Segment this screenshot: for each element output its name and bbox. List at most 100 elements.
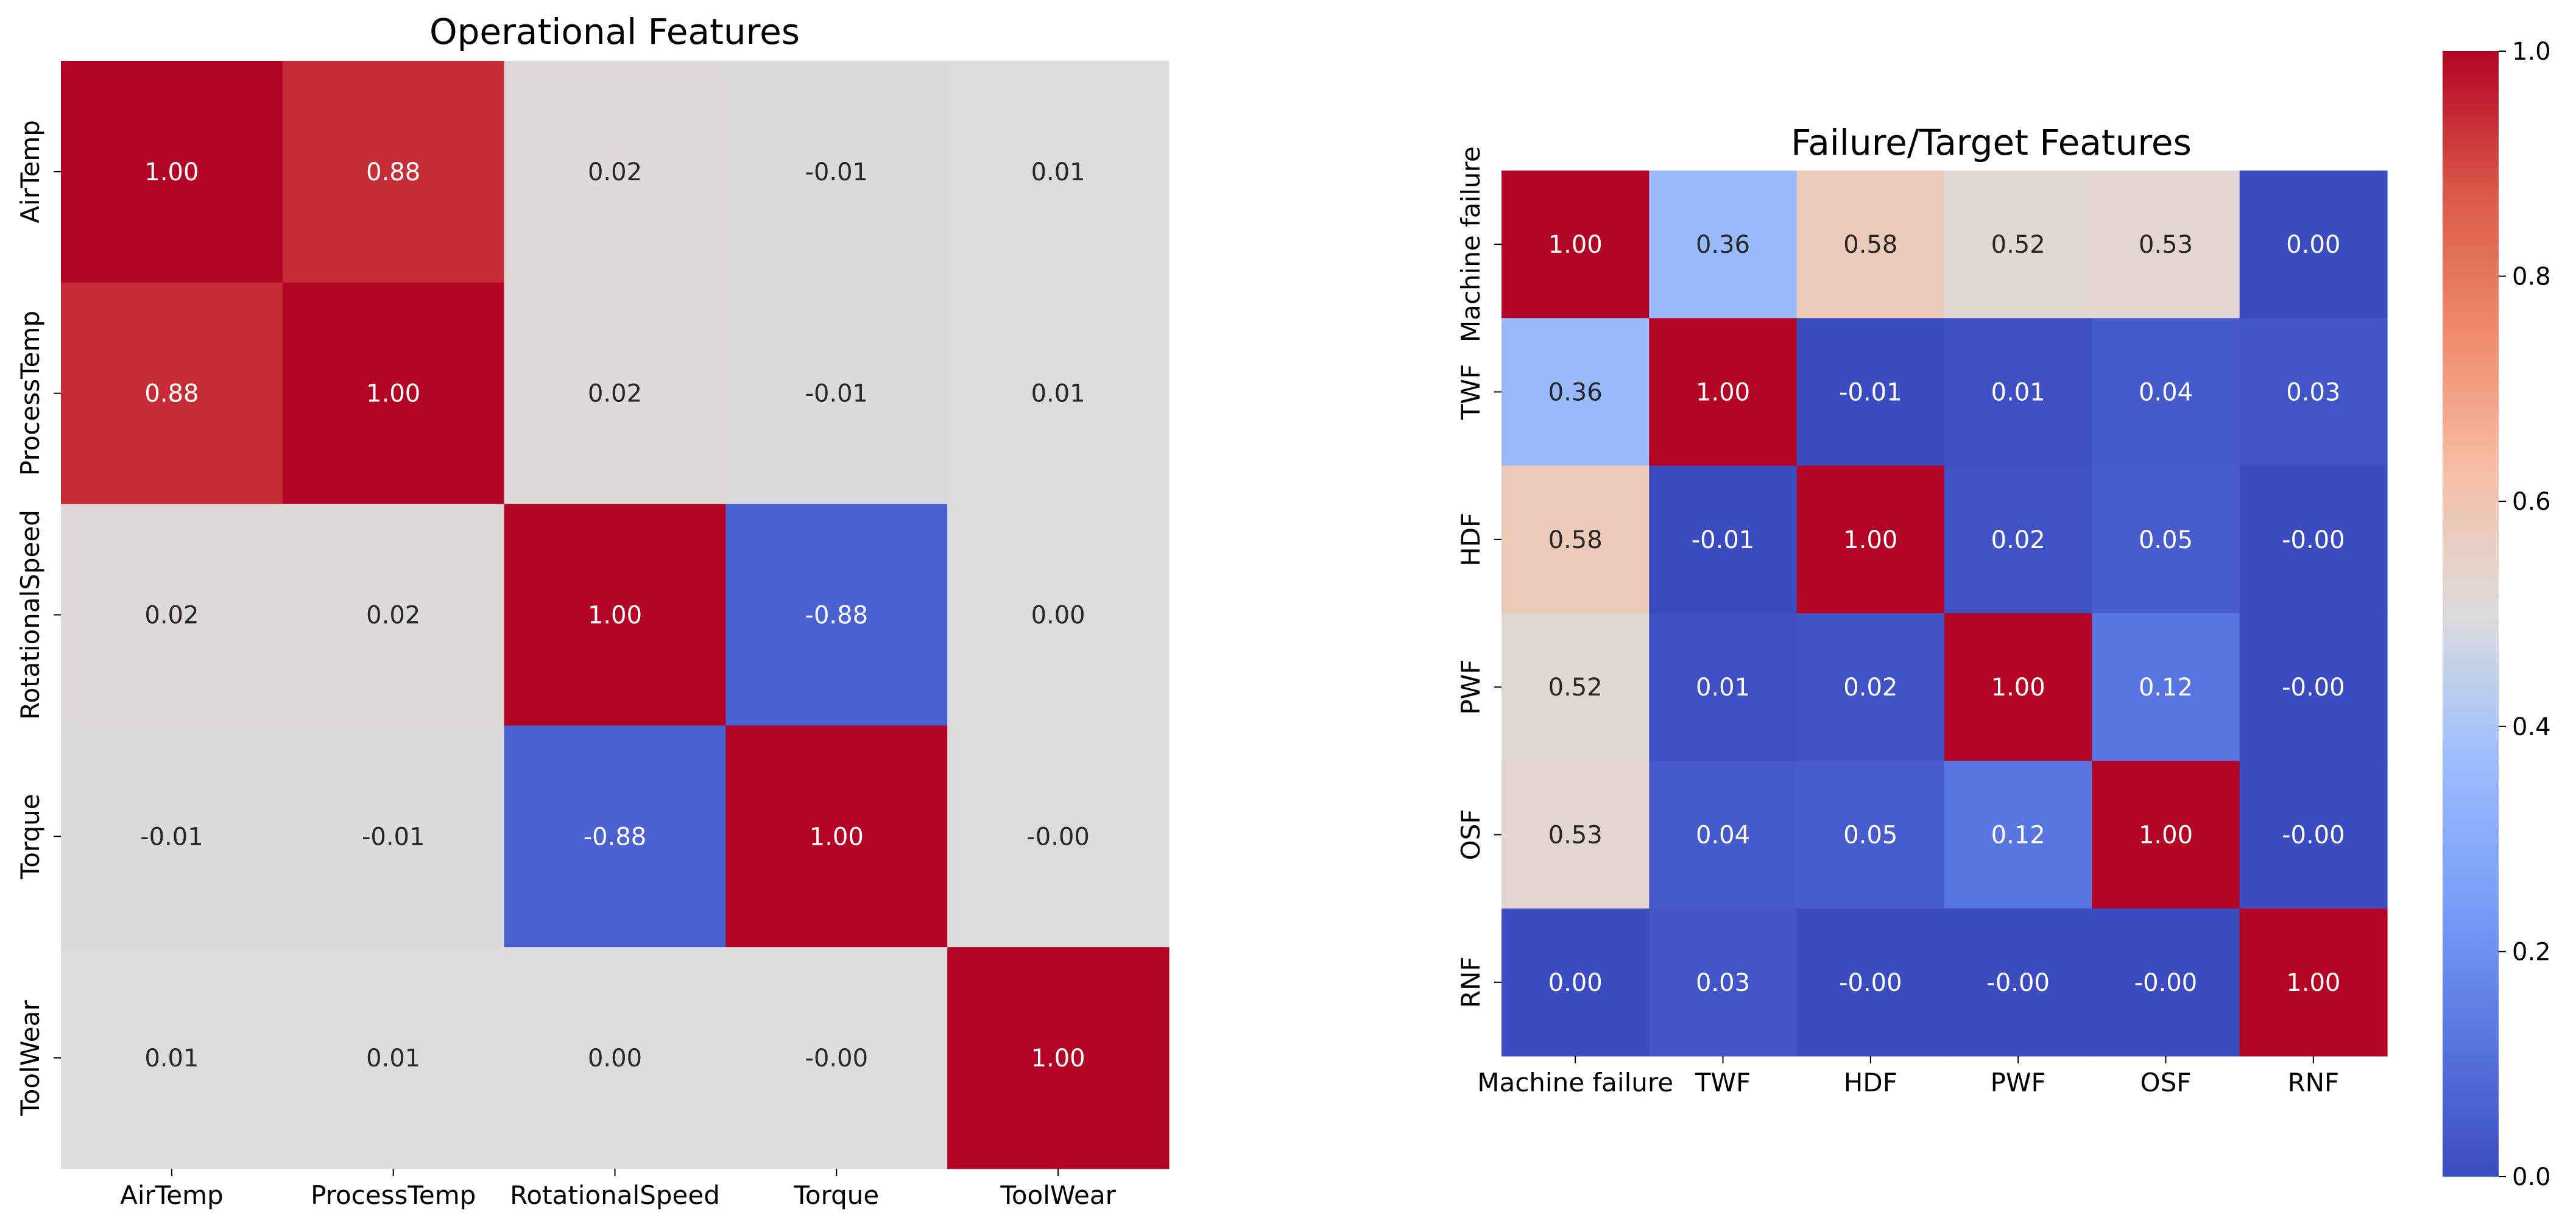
cell-value-label: 0.02 [1991, 526, 2045, 554]
cell-value-label: -0.01 [1839, 379, 1902, 407]
colorbar-tick-label: 0.8 [2512, 263, 2551, 291]
y-tick-label: Machine failure [1456, 146, 1486, 342]
cell-value-label: -0.00 [1026, 823, 1090, 851]
heatmap-cell [282, 725, 505, 948]
cell-value-label: 1.00 [1843, 526, 1897, 554]
cell-value-label: 0.02 [144, 602, 199, 630]
cell-value-label: -0.00 [805, 1044, 869, 1072]
heatmap-cell [1501, 171, 1650, 319]
heatmap-cell [282, 947, 505, 1169]
heatmap-cell [725, 725, 948, 948]
cell-value-label: -0.00 [2282, 822, 2345, 850]
y-axis-ticks: AirTemp ProcessTemp RotationalSpeed Torque T… [15, 120, 61, 1116]
heatmap-cell [1796, 318, 1945, 467]
cell-value-label: 0.01 [1696, 674, 1750, 702]
heatmap-cell [504, 504, 726, 726]
failure-target-features-heatmap: Failure/Target Features 1.00 0.36 0.58 0.52… [1456, 122, 2388, 1097]
x-tick-label: HDF [1844, 1068, 1897, 1097]
heatmap-cell [1944, 613, 2092, 761]
heatmap-cell [1796, 465, 1945, 614]
heatmap-cell [725, 61, 948, 283]
cell-value-label: 1.00 [144, 158, 199, 186]
y-tick-label: PWF [1456, 660, 1486, 715]
x-tick-label: Machine failure [1477, 1068, 1673, 1097]
heatmap-cell [2092, 318, 2240, 467]
cell-value-label: 0.52 [1991, 231, 2045, 259]
heatmap-cell [61, 725, 283, 948]
heatmap-title: Operational Features [429, 11, 800, 52]
cell-value-label: 1.00 [1548, 231, 1603, 259]
heatmap-cell [2239, 171, 2388, 319]
heatmap-cell [61, 282, 283, 505]
cell-value-label: 0.01 [144, 1044, 199, 1072]
heatmap-title: Failure/Target Features [1791, 122, 2192, 163]
colorbar-ticks: 0.0 0.2 0.4 0.6 0.8 1.0 [2499, 38, 2551, 1191]
cell-value-label: 1.00 [810, 823, 864, 851]
cell-value-label: 0.88 [366, 158, 420, 186]
cell-value-label: 0.12 [1991, 822, 2045, 850]
x-axis-ticks: Machine failure TWF HDF PWF OSF RNF [1477, 1056, 2339, 1097]
cell-value-label: -0.00 [2134, 969, 2198, 997]
cell-value-label: 1.00 [1991, 674, 2045, 702]
heatmap-cell [725, 947, 948, 1169]
heatmap-cell [947, 504, 1170, 726]
colorbar-tick-label: 0.0 [2512, 1163, 2551, 1191]
cell-value-label: -0.00 [1839, 969, 1902, 997]
cell-value-label: 0.53 [1548, 822, 1603, 850]
heatmap-cell [1501, 465, 1650, 614]
colorbar-tick-label: 0.2 [2512, 938, 2551, 966]
heatmap-cell [1649, 318, 1798, 467]
heatmap-cell [947, 947, 1170, 1169]
heatmap-cell [2239, 613, 2388, 761]
heatmap-cell [2239, 465, 2388, 614]
y-tick-label: OSF [1456, 809, 1486, 861]
heatmap-cell [282, 61, 505, 283]
x-tick-label: TWF [1695, 1068, 1751, 1097]
cell-value-label: 0.00 [1548, 969, 1603, 997]
cell-value-label: 0.04 [1696, 822, 1750, 850]
cell-value-label: 0.02 [1843, 674, 1897, 702]
y-tick-label: RNF [1456, 956, 1486, 1008]
heatmap-cell [2092, 171, 2240, 319]
cell-value-label: 0.58 [1548, 526, 1603, 554]
x-tick-label: PWF [1991, 1068, 2046, 1097]
cell-value-label: 0.04 [2139, 379, 2193, 407]
cell-value-label: 0.02 [588, 380, 642, 408]
heatmap-cell [504, 947, 726, 1169]
heatmap-cell [947, 61, 1170, 283]
heatmap-cell [1649, 171, 1798, 319]
heatmap-cell [1944, 171, 2092, 319]
heatmap-cell [1944, 761, 2092, 909]
cell-value-label: 1.00 [1696, 379, 1750, 407]
cell-value-label: 0.01 [1031, 158, 1085, 186]
cell-value-label: 0.01 [366, 1044, 420, 1072]
cell-value-label: 0.36 [1696, 231, 1750, 259]
heatmap-cell [2092, 465, 2240, 614]
y-tick-label: TWF [1456, 364, 1486, 420]
colorbar: 0.0 0.2 0.4 0.6 0.8 1.0 [2443, 38, 2551, 1191]
cell-value-label: 0.52 [1548, 674, 1603, 702]
cell-value-label: 1.00 [2286, 969, 2340, 997]
y-tick-label: AirTemp [15, 120, 45, 224]
x-tick-label: OSF [2140, 1068, 2192, 1097]
x-tick-label: RNF [2287, 1068, 2339, 1097]
cell-value-label: -0.88 [584, 823, 647, 851]
heatmap-cell [1796, 761, 1945, 909]
cell-value-label: 1.00 [1031, 1044, 1085, 1072]
x-axis-ticks: AirTemp ProcessTemp RotationalSpeed Torque T… [120, 1169, 1117, 1210]
heatmap-cell [2239, 908, 2388, 1057]
heatmap-cell [1501, 908, 1650, 1057]
cell-value-label: 0.01 [1991, 379, 2045, 407]
cell-value-label: 1.00 [366, 380, 420, 408]
heatmap-cell [1649, 908, 1798, 1057]
cell-value-label: -0.00 [2282, 526, 2345, 554]
cell-value-label: 0.36 [1548, 379, 1603, 407]
y-axis-ticks: Machine failure TWF HDF PWF OSF RNF [1456, 146, 1501, 1008]
cell-value-label: -0.88 [805, 602, 869, 630]
heatmap-cell [282, 504, 505, 726]
heatmap-cell [1501, 761, 1650, 909]
heatmap-cell [725, 504, 948, 726]
cell-value-label: 1.00 [2139, 822, 2193, 850]
heatmap-cell [2092, 761, 2240, 909]
cell-value-label: -0.01 [362, 823, 425, 851]
